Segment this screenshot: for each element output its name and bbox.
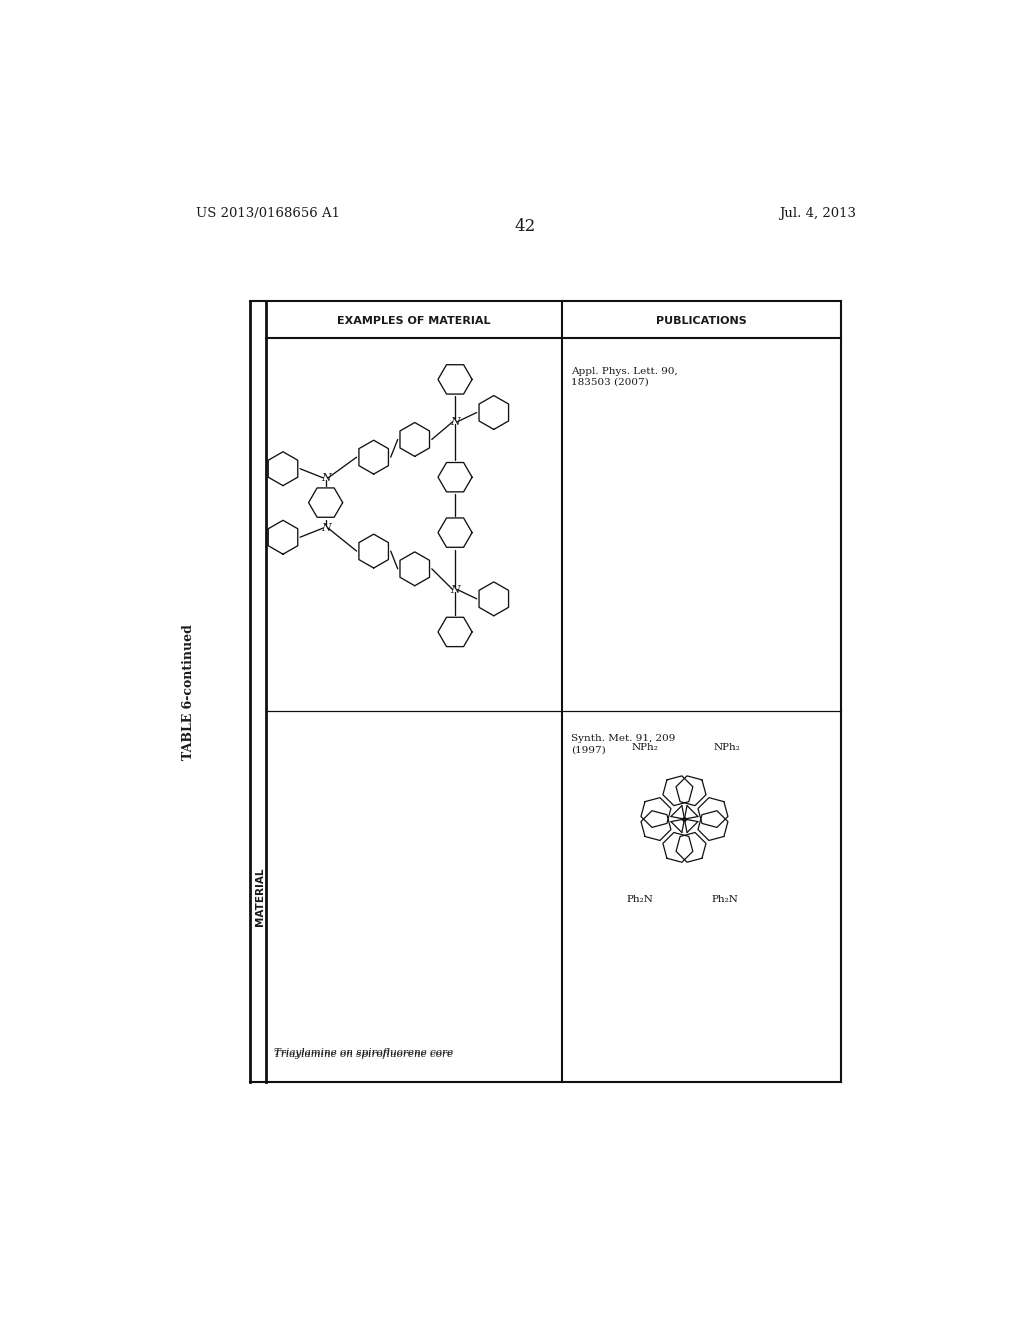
Text: Appl. Phys. Lett. 90,: Appl. Phys. Lett. 90, [571,367,678,376]
Text: N: N [451,417,460,426]
Text: Triaylamine on spirofluorene core: Triaylamine on spirofluorene core [273,1051,453,1059]
Text: NPh₂: NPh₂ [714,743,740,752]
Text: Ph₂N: Ph₂N [627,895,653,904]
Text: (1997): (1997) [571,744,606,754]
Text: 183503 (2007): 183503 (2007) [571,378,649,387]
Text: TABLE 6-continued: TABLE 6-continued [182,623,195,759]
Text: MATERIAL: MATERIAL [255,867,265,927]
Text: US 2013/0168656 A1: US 2013/0168656 A1 [197,207,340,220]
Text: Synth. Met. 91, 209: Synth. Met. 91, 209 [571,734,676,743]
Text: Jul. 4, 2013: Jul. 4, 2013 [779,207,856,220]
Text: PUBLICATIONS: PUBLICATIONS [656,315,746,326]
Text: Triaylamine on spirofluorene core: Triaylamine on spirofluorene core [273,1048,453,1057]
Text: Ph₂N: Ph₂N [712,895,738,904]
Text: N: N [321,473,331,483]
Text: N: N [321,523,331,533]
Text: NPh₂: NPh₂ [632,743,658,752]
Text: EXAMPLES OF MATERIAL: EXAMPLES OF MATERIAL [337,315,490,326]
Text: N: N [451,585,460,594]
Text: 42: 42 [514,218,536,235]
